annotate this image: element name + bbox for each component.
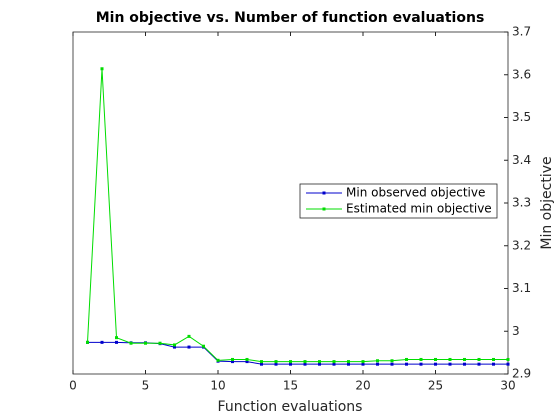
legend: Min observed objective Estimated min obje… <box>299 183 498 219</box>
legend-label: Estimated min objective <box>346 202 492 216</box>
x-tick-label: 5 <box>142 379 150 393</box>
data-point <box>492 357 495 361</box>
data-point <box>100 340 104 344</box>
x-tick-label: 20 <box>355 379 370 393</box>
data-point <box>245 360 249 364</box>
data-point <box>506 357 510 361</box>
data-point <box>260 362 263 366</box>
data-point <box>448 362 452 366</box>
x-tick-label: 30 <box>500 379 515 393</box>
legend-label: Min observed objective <box>346 186 485 200</box>
y-tick-label: 3 <box>512 324 520 338</box>
data-point <box>332 360 336 364</box>
data-point <box>129 341 133 345</box>
data-point <box>448 357 452 361</box>
data-point <box>274 362 278 366</box>
x-tick-label: 25 <box>428 379 443 393</box>
data-point <box>216 358 220 362</box>
data-point <box>231 360 234 364</box>
x-tick-label: 0 <box>69 379 77 393</box>
data-point <box>419 362 423 366</box>
y-tick-label: 3.7 <box>512 25 531 39</box>
data-point <box>419 357 423 361</box>
data-point <box>173 345 176 349</box>
data-point <box>405 362 408 366</box>
data-point <box>477 362 481 366</box>
chart-title: Min objective vs. Number of function eva… <box>96 10 485 26</box>
data-point <box>390 362 394 366</box>
data-point <box>158 341 162 345</box>
data-point <box>477 357 481 361</box>
x-axis-label: Function evaluations <box>218 399 363 415</box>
data-point <box>463 362 466 366</box>
data-point <box>361 362 365 366</box>
data-point <box>303 362 307 366</box>
data-point <box>463 357 466 361</box>
data-point <box>231 357 234 361</box>
x-tick-label: 10 <box>210 379 225 393</box>
data-point <box>390 359 394 363</box>
data-point <box>202 344 205 348</box>
legend-box <box>299 183 498 219</box>
y-tick-label: 3.5 <box>512 110 531 124</box>
data-point <box>274 360 278 364</box>
data-point <box>187 345 191 349</box>
data-point <box>187 334 191 338</box>
data-point <box>318 362 321 366</box>
data-point <box>289 360 292 364</box>
y-tick-label: 3.1 <box>512 281 531 295</box>
y-tick-label: 3.4 <box>512 153 531 167</box>
x-tick-label: 15 <box>283 379 298 393</box>
data-point <box>100 67 104 71</box>
data-point <box>506 362 510 366</box>
data-point <box>115 340 118 344</box>
data-point <box>318 360 321 364</box>
data-point <box>492 362 495 366</box>
data-point <box>405 357 408 361</box>
data-point <box>376 359 379 363</box>
legend-marker <box>322 191 326 195</box>
data-point <box>376 362 379 366</box>
y-tick-label: 3.2 <box>512 238 531 252</box>
y-tick-label: 3.6 <box>512 67 531 81</box>
data-point <box>361 360 365 364</box>
series-line <box>87 68 508 363</box>
data-point <box>245 357 249 361</box>
data-point <box>347 360 350 364</box>
data-point <box>115 336 118 340</box>
data-point <box>144 341 147 345</box>
data-point <box>347 362 350 366</box>
data-point <box>332 362 336 366</box>
data-point <box>434 357 437 361</box>
y-tick-label: 3.3 <box>512 196 531 210</box>
data-point <box>289 362 292 366</box>
data-point <box>86 340 89 344</box>
legend-marker <box>322 207 326 211</box>
data-point <box>173 343 176 347</box>
y-axis-label: Min objective <box>539 156 555 249</box>
data-point <box>303 360 307 364</box>
data-point <box>434 362 437 366</box>
data-point <box>260 360 263 364</box>
y-tick-label: 2.9 <box>512 367 531 381</box>
